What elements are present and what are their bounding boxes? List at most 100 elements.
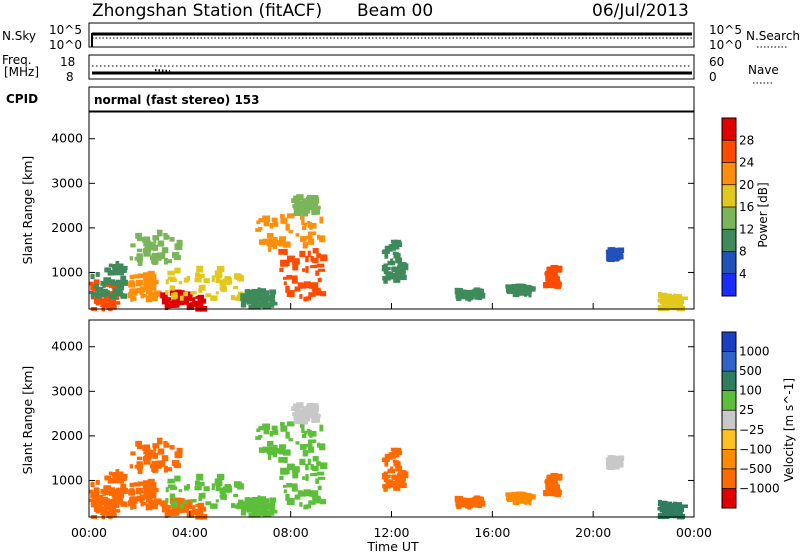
power-cell — [285, 285, 290, 293]
velocity-cell — [315, 478, 320, 484]
power-cell — [319, 235, 326, 243]
velocity-cell — [252, 509, 259, 514]
velocity-cell — [105, 502, 110, 509]
velocity-cell — [165, 498, 169, 503]
power-colorbar-tick: 28 — [739, 133, 754, 147]
power-cell — [192, 300, 199, 307]
velocity-cell — [283, 449, 291, 456]
power-cell — [461, 292, 470, 300]
velocity-cell — [189, 504, 193, 510]
velocity-cell — [383, 471, 388, 478]
power-cell — [317, 234, 321, 240]
xtick-label: 08:00 — [273, 525, 309, 540]
velocity-cell — [203, 486, 210, 492]
power-cell — [90, 273, 95, 280]
xtick-label: 20:00 — [575, 525, 611, 540]
nsearch-label: N.Search — [746, 29, 800, 43]
velocity-cell — [305, 474, 309, 481]
power-cell — [309, 225, 313, 230]
power-cell — [294, 286, 301, 292]
power-cell — [112, 270, 119, 275]
nsearch-top-tick: 10^5 — [709, 23, 742, 37]
power-cell — [307, 197, 314, 205]
velocity-cell — [520, 494, 528, 499]
power-cell — [307, 222, 313, 228]
velocity-cell — [150, 482, 155, 489]
velocity-cell — [142, 445, 147, 452]
velocity-cell — [104, 475, 111, 481]
power-cell — [473, 290, 482, 297]
power-cell — [183, 291, 188, 297]
power-cell — [554, 280, 561, 284]
velocity-cell — [214, 478, 223, 485]
velocity-cell — [311, 415, 315, 421]
power-cell — [174, 289, 182, 297]
velocity-colorbar-segment — [722, 429, 736, 450]
velocity-cell — [317, 442, 321, 448]
power-cell — [382, 275, 389, 281]
power-colorbar-segment — [722, 207, 736, 230]
velocity-cell — [284, 456, 288, 464]
power-cell — [293, 207, 298, 211]
velocity-cell — [313, 412, 319, 419]
power-cell — [256, 298, 263, 302]
power-cell — [299, 250, 306, 258]
power-cell — [616, 252, 621, 259]
power-cell — [150, 274, 155, 281]
power-cell — [136, 248, 143, 253]
ytick-label: 4000 — [51, 339, 83, 354]
velocity-cell — [180, 506, 188, 513]
velocity-cell — [134, 464, 139, 469]
power-cell — [301, 219, 305, 226]
xtick-label: 04:00 — [172, 525, 208, 540]
velocity-cell — [279, 422, 285, 426]
power-cell — [393, 253, 400, 259]
velocity-cell — [302, 450, 309, 457]
velocity-colorbar-tick: 100 — [739, 384, 762, 398]
power-cell — [176, 298, 184, 306]
power-cell — [262, 293, 268, 300]
velocity-cell — [297, 490, 304, 495]
velocity-cell — [310, 473, 317, 477]
velocity-cell — [150, 504, 158, 509]
velocity-cell — [269, 506, 275, 511]
power-cell — [171, 292, 177, 300]
velocity-cell — [299, 502, 303, 507]
velocity-cell — [164, 467, 168, 473]
power-cell — [269, 298, 275, 303]
velocity-cell — [267, 455, 272, 460]
velocity-cell — [292, 466, 300, 473]
power-cell — [107, 297, 115, 303]
power-cell — [170, 301, 177, 308]
power-cell — [262, 303, 270, 310]
velocity-cell — [129, 482, 134, 487]
power-cell — [189, 302, 195, 307]
velocity-cell — [316, 461, 321, 466]
velocity-cell — [167, 467, 173, 472]
velocity-cell — [165, 487, 169, 493]
power-cell — [253, 288, 259, 295]
power-cell — [546, 267, 551, 271]
power-cell — [397, 259, 402, 265]
power-cell — [307, 201, 314, 208]
velocity-cell — [278, 456, 286, 463]
nsky-bottom-tick: 10^0 — [49, 38, 82, 52]
velocity-cell — [143, 456, 151, 462]
velocity-cell — [111, 488, 119, 495]
power-cell — [549, 270, 555, 277]
velocity-cell — [672, 514, 677, 519]
power-cell — [115, 279, 124, 286]
power-cell — [176, 296, 181, 301]
power-cell — [115, 290, 123, 296]
xtick-label: 16:00 — [474, 525, 510, 540]
power-cell — [385, 248, 393, 252]
velocity-cell — [400, 483, 405, 489]
power-cell — [161, 293, 167, 300]
power-cell — [165, 299, 171, 303]
power-cell — [216, 265, 225, 273]
velocity-cell — [664, 513, 670, 519]
velocity-cell — [174, 497, 182, 505]
velocity-cell — [150, 463, 158, 467]
power-cell — [313, 204, 319, 211]
velocity-cell — [169, 486, 178, 490]
